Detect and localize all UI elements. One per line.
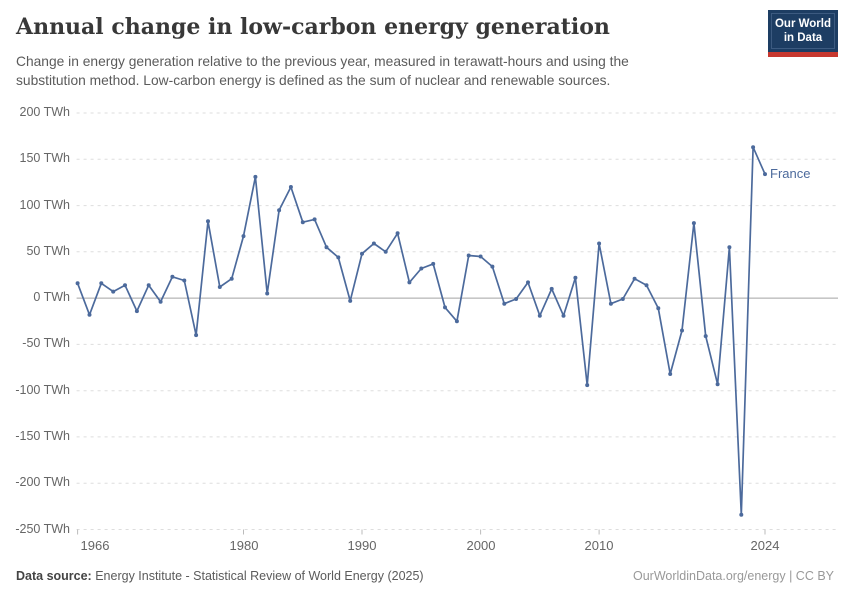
data-point[interactable] [537, 313, 542, 318]
data-point[interactable] [217, 285, 222, 289]
data-point[interactable] [360, 251, 364, 256]
data-point[interactable] [668, 372, 673, 376]
data-point[interactable] [703, 334, 708, 339]
credit-link[interactable]: OurWorldinData.org/energy | CC BY [632, 569, 834, 583]
data-point[interactable] [478, 254, 483, 259]
data-point[interactable] [75, 281, 80, 286]
y-axis-label: -200 TWh [15, 475, 70, 489]
y-axis-label: 200 TWh [19, 105, 71, 119]
y-axis-label: 50 TWh [26, 244, 70, 258]
data-point[interactable] [99, 281, 104, 286]
data-point[interactable] [158, 299, 163, 304]
data-point[interactable] [194, 333, 199, 338]
data-point[interactable] [656, 306, 661, 311]
data-point[interactable] [288, 185, 293, 189]
data-point[interactable] [300, 220, 305, 225]
data-point[interactable] [549, 286, 554, 291]
data-point[interactable] [644, 283, 649, 288]
data-point[interactable] [454, 319, 459, 324]
data-point[interactable] [182, 278, 187, 283]
data-point[interactable] [514, 297, 519, 301]
data-point[interactable] [312, 217, 317, 222]
data-point[interactable] [585, 383, 590, 388]
y-axis-label: -50 TWh [22, 336, 70, 350]
data-point[interactable] [573, 275, 578, 280]
chart-subtitle: Change in energy generation relative to … [16, 54, 629, 89]
data-point[interactable] [620, 297, 625, 301]
data-point[interactable] [123, 283, 127, 288]
data-point[interactable] [561, 313, 566, 318]
data-point[interactable] [490, 264, 495, 269]
data-point[interactable] [277, 208, 282, 213]
x-axis-label: 2024 [750, 538, 780, 553]
x-axis-label: 2000 [466, 538, 496, 553]
data-point[interactable] [608, 301, 613, 306]
data-point[interactable] [751, 145, 756, 150]
data-point[interactable] [336, 255, 341, 260]
data-point[interactable] [206, 219, 210, 224]
data-point[interactable] [715, 382, 720, 387]
data-point[interactable] [241, 234, 246, 239]
owid-logo-line2: in Data [783, 32, 823, 44]
data-point[interactable] [727, 245, 732, 250]
y-axis-label: -150 TWh [15, 429, 70, 443]
data-source-note: Data source: Energy Institute - Statisti… [16, 569, 424, 583]
data-point[interactable] [680, 328, 684, 333]
x-axis-label: 1990 [347, 538, 377, 553]
data-point[interactable] [739, 512, 744, 517]
owid-logo-red-bar [768, 52, 838, 57]
y-axis-label: -250 TWh [15, 522, 70, 536]
x-axis-label: 2010 [584, 538, 614, 553]
data-point[interactable] [265, 291, 270, 296]
data-point[interactable] [597, 241, 602, 246]
x-axis-label: 1980 [229, 538, 259, 553]
data-point[interactable] [229, 276, 234, 281]
chart-title: Annual change in low-carbon energy gener… [16, 14, 610, 40]
data-point[interactable] [111, 289, 116, 294]
data-point[interactable] [691, 221, 696, 226]
data-point[interactable] [134, 309, 139, 314]
data-point[interactable] [407, 280, 412, 285]
y-axis-label: -100 TWh [15, 383, 70, 397]
data-point[interactable] [502, 301, 507, 306]
y-axis-label: 0 TWh [33, 290, 70, 304]
owid-logo[interactable]: Our World in Data [768, 10, 838, 57]
data-point[interactable] [170, 274, 175, 279]
data-point[interactable] [348, 298, 353, 303]
series-label-france[interactable]: France [770, 166, 811, 181]
y-axis-label: 100 TWh [19, 198, 71, 212]
data-point[interactable] [632, 276, 637, 281]
owid-logo-line1: Our World [774, 17, 831, 30]
data-point[interactable] [526, 280, 530, 285]
france-line [76, 146, 766, 516]
data-point[interactable] [146, 283, 151, 288]
data-point[interactable] [443, 305, 447, 310]
data-point[interactable] [371, 241, 376, 246]
data-source-label: Data source: [16, 569, 92, 583]
data-point[interactable] [431, 261, 436, 266]
data-point[interactable] [466, 253, 471, 258]
data-source-text: Energy Institute - Statistical Review of… [91, 569, 424, 583]
data-point[interactable] [87, 312, 92, 317]
y-axis-label: 150 TWh [19, 151, 71, 165]
data-point[interactable] [324, 245, 329, 250]
data-point[interactable] [395, 231, 400, 236]
data-point[interactable] [763, 172, 767, 177]
data-point[interactable] [383, 249, 388, 254]
x-axis-label: 1966 [80, 538, 110, 553]
owid-logo-box: Our World in Data [768, 10, 838, 52]
data-point[interactable] [419, 266, 424, 271]
data-point[interactable] [253, 174, 258, 179]
